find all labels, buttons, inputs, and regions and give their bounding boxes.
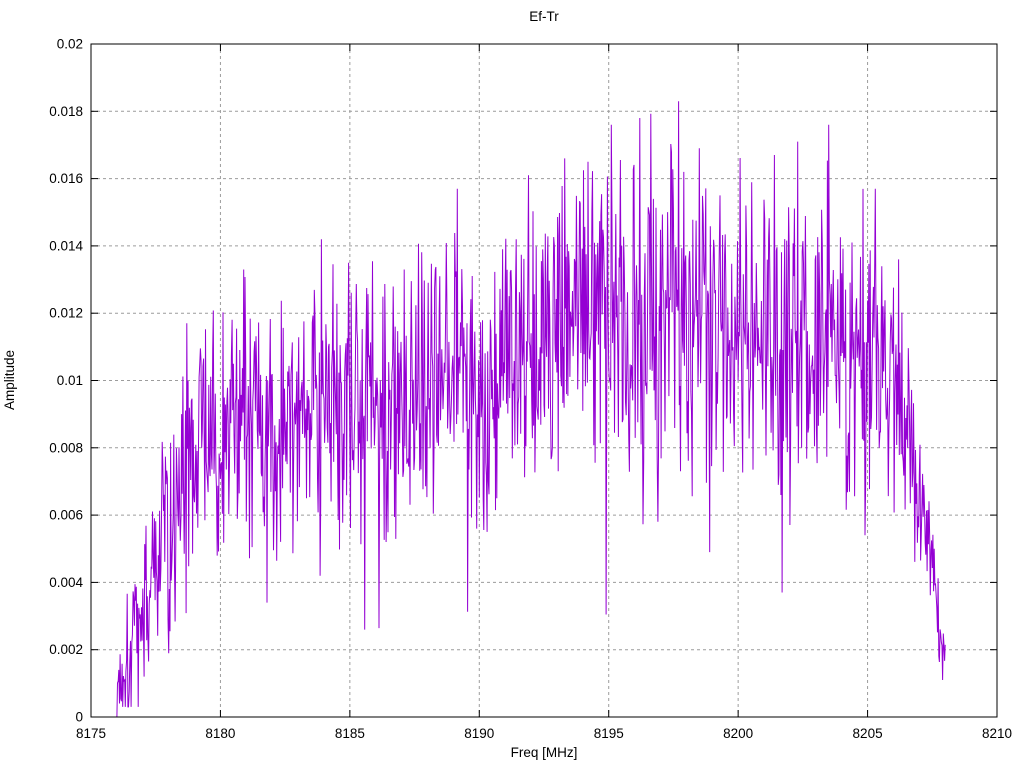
y-tick-label: 0.018 [49,104,83,119]
data-trace [116,101,946,717]
x-tick-label: 8195 [594,726,624,741]
x-tick-label: 8205 [853,726,883,741]
x-axis-label: Freq [MHz] [511,745,578,760]
y-tick-label: 0.002 [49,642,83,657]
y-tick-label: 0.016 [49,171,83,186]
y-tick-label: 0.01 [57,373,83,388]
x-tick-label: 8185 [335,726,365,741]
chart-title: Ef-Tr [529,9,559,24]
y-axis-label: Amplitude [2,350,17,410]
x-tick-label: 8210 [982,726,1012,741]
y-tick-label: 0.006 [49,508,83,523]
y-tick-label: 0.008 [49,440,83,455]
y-tick-label: 0.004 [49,575,83,590]
y-tick-label: 0.014 [49,238,83,253]
plot-border [90,43,998,718]
x-tick-label: 8180 [205,726,235,741]
y-tick-label: 0.02 [57,37,83,52]
y-tick-label: 0.012 [49,306,83,321]
y-tick-label: 0 [75,710,83,725]
x-tick-label: 8175 [76,726,106,741]
x-tick-label: 8190 [464,726,494,741]
x-tick-label: 8200 [723,726,753,741]
